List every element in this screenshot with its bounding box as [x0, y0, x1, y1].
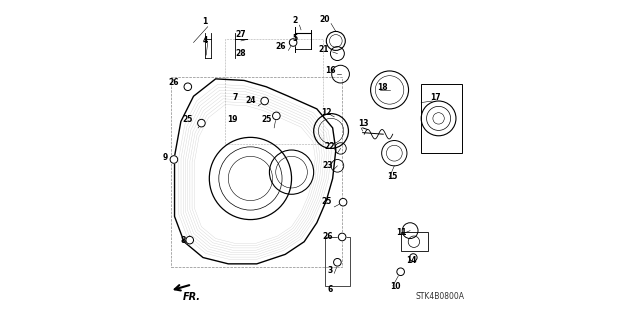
Text: 20: 20	[319, 15, 330, 24]
Circle shape	[397, 268, 404, 276]
Text: 23: 23	[322, 161, 333, 170]
Bar	[172, 77, 342, 267]
Circle shape	[333, 258, 341, 266]
Text: 5: 5	[292, 34, 298, 43]
Text: 22: 22	[324, 142, 335, 151]
Text: 12: 12	[321, 108, 332, 117]
Text: 16: 16	[324, 66, 335, 75]
Text: 25: 25	[322, 197, 332, 206]
Text: 2: 2	[292, 16, 298, 25]
Text: 13: 13	[358, 119, 369, 128]
Text: FR.: FR.	[182, 292, 200, 302]
Bar	[421, 84, 462, 153]
Text: 14: 14	[406, 256, 417, 264]
Circle shape	[198, 119, 205, 127]
Circle shape	[339, 233, 346, 241]
Circle shape	[261, 97, 268, 105]
Bar	[324, 237, 350, 286]
Circle shape	[170, 156, 178, 163]
Text: 26: 26	[322, 232, 333, 241]
Text: 4: 4	[202, 36, 208, 45]
Text: 1: 1	[202, 18, 208, 26]
Text: 24: 24	[246, 97, 256, 106]
Text: 28: 28	[235, 49, 246, 58]
Text: STK4B0800A: STK4B0800A	[415, 292, 465, 300]
Text: 8: 8	[180, 236, 186, 245]
Circle shape	[410, 254, 417, 261]
Circle shape	[186, 236, 193, 244]
Text: 3: 3	[328, 266, 333, 275]
Bar	[225, 39, 323, 144]
Text: 26: 26	[275, 42, 286, 51]
Text: 25: 25	[182, 115, 193, 124]
Text: 26: 26	[169, 78, 179, 86]
Circle shape	[184, 83, 191, 91]
Text: 19: 19	[227, 115, 238, 123]
Text: 7: 7	[232, 93, 238, 102]
Circle shape	[289, 39, 297, 46]
Text: 15: 15	[387, 172, 397, 182]
Text: 11: 11	[397, 228, 407, 237]
Circle shape	[339, 198, 347, 206]
Text: 6: 6	[328, 285, 333, 294]
Text: 18: 18	[378, 83, 388, 92]
Text: 27: 27	[235, 30, 246, 39]
Bar	[401, 232, 428, 251]
Text: 25: 25	[262, 115, 272, 124]
Text: 10: 10	[390, 282, 401, 291]
Text: 9: 9	[163, 153, 168, 162]
Text: 17: 17	[430, 93, 441, 102]
Circle shape	[273, 112, 280, 120]
Text: 21: 21	[318, 45, 329, 54]
